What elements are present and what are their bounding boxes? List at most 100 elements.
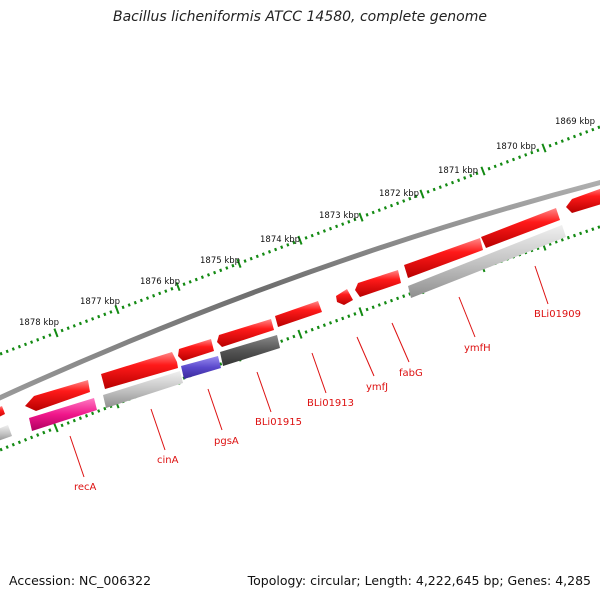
minor-tick xyxy=(42,335,46,340)
gene-label[interactable]: ymfH xyxy=(464,343,491,354)
minor-tick xyxy=(48,428,52,433)
gene-bar[interactable] xyxy=(181,356,221,379)
minor-tick xyxy=(60,423,64,428)
minor-tick xyxy=(152,293,156,298)
minor-tick xyxy=(194,277,198,282)
minor-tick xyxy=(505,160,509,164)
gene-arrow[interactable] xyxy=(275,301,322,327)
minor-tick xyxy=(145,296,150,300)
leader-line xyxy=(534,265,549,305)
minor-tick xyxy=(133,300,137,305)
minor-tick xyxy=(408,196,412,201)
gene-label[interactable]: fabG xyxy=(399,368,423,379)
minor-tick xyxy=(347,314,351,318)
genome-backbone xyxy=(0,180,600,401)
minor-tick xyxy=(139,298,143,303)
minor-tick xyxy=(188,280,192,284)
minor-tick xyxy=(5,349,9,354)
minor-tick xyxy=(322,229,326,233)
minor-tick xyxy=(554,141,558,146)
leader-line xyxy=(311,352,327,394)
minor-tick xyxy=(286,337,290,341)
gene-arrow[interactable] xyxy=(101,352,178,389)
minor-tick xyxy=(255,254,259,259)
minor-tick xyxy=(560,238,564,242)
minor-tick xyxy=(304,330,308,334)
minor-tick xyxy=(127,303,131,307)
minor-tick xyxy=(365,213,369,217)
gene-arrow[interactable] xyxy=(336,289,353,305)
minor-tick xyxy=(518,155,522,159)
gene-arrow[interactable] xyxy=(25,380,90,411)
gene-label[interactable]: BLi01913 xyxy=(307,398,354,409)
gene-label[interactable]: pgsA xyxy=(214,436,239,447)
gene-arrow[interactable] xyxy=(566,187,600,213)
kbp-label: 1877 kbp xyxy=(80,297,120,307)
minor-tick xyxy=(78,416,82,420)
major-tick xyxy=(480,166,486,176)
minor-tick xyxy=(548,143,552,148)
minor-tick xyxy=(29,435,34,440)
gene-label[interactable]: recA xyxy=(74,482,97,493)
minor-tick xyxy=(487,166,491,171)
major-tick xyxy=(175,281,181,292)
major-tick xyxy=(358,307,364,317)
minor-tick xyxy=(402,294,406,298)
minor-tick xyxy=(524,153,528,157)
major-tick xyxy=(53,423,59,433)
minor-tick xyxy=(243,259,247,263)
gene-arrow[interactable] xyxy=(0,406,5,419)
minor-tick xyxy=(72,324,76,328)
kbp-label: 1870 kbp xyxy=(496,142,536,152)
kbp-label: 1878 kbp xyxy=(19,318,59,328)
gene-arrow[interactable] xyxy=(178,339,214,361)
gene-label[interactable]: ymfJ xyxy=(366,382,388,393)
leader-line xyxy=(69,435,85,478)
gene-arrow[interactable] xyxy=(481,208,560,248)
minor-tick xyxy=(572,134,577,139)
gene-bar[interactable] xyxy=(29,398,97,431)
gene-arrow[interactable] xyxy=(355,270,401,297)
minor-tick xyxy=(158,291,162,296)
minor-tick xyxy=(267,250,272,254)
minor-tick xyxy=(597,125,600,130)
minor-tick xyxy=(371,210,375,215)
minor-tick xyxy=(341,316,345,321)
minor-tick xyxy=(231,263,235,268)
reverse-strand-genes xyxy=(0,225,566,442)
major-tick xyxy=(297,235,303,245)
minor-tick xyxy=(438,185,442,189)
major-tick xyxy=(236,258,242,268)
gene-arrow[interactable] xyxy=(217,319,274,347)
minor-tick xyxy=(408,292,412,296)
minor-tick xyxy=(36,433,40,437)
minor-tick xyxy=(493,164,497,169)
gene-bar[interactable] xyxy=(220,335,280,366)
gene-label[interactable]: BLi01909 xyxy=(534,309,581,320)
minor-tick xyxy=(457,178,461,183)
leader-line xyxy=(150,408,166,451)
gene-label[interactable]: BLi01915 xyxy=(255,417,302,428)
gene-arrow[interactable] xyxy=(404,238,483,278)
minor-tick xyxy=(11,347,15,351)
minor-tick xyxy=(286,243,290,247)
minor-tick xyxy=(347,220,351,224)
minor-tick xyxy=(383,206,387,210)
minor-tick xyxy=(572,233,577,238)
forward-strand-genes xyxy=(0,187,600,419)
major-tick xyxy=(541,143,547,153)
minor-tick xyxy=(377,303,381,307)
minor-tick xyxy=(310,327,314,332)
major-tick xyxy=(53,328,59,338)
gene-bar[interactable] xyxy=(408,225,566,298)
gene-bar[interactable] xyxy=(0,425,12,442)
minor-tick xyxy=(365,307,369,312)
gene-label[interactable]: cinA xyxy=(157,455,179,466)
minor-tick xyxy=(48,333,52,337)
kbp-labels: 1869 kbp 1870 kbp 1871 kbp 1872 kbp 1873… xyxy=(19,117,595,328)
minor-tick xyxy=(597,225,600,229)
minor-tick xyxy=(469,173,473,178)
minor-tick xyxy=(182,282,186,286)
gene-bar[interactable] xyxy=(103,371,183,408)
minor-tick xyxy=(219,362,223,366)
